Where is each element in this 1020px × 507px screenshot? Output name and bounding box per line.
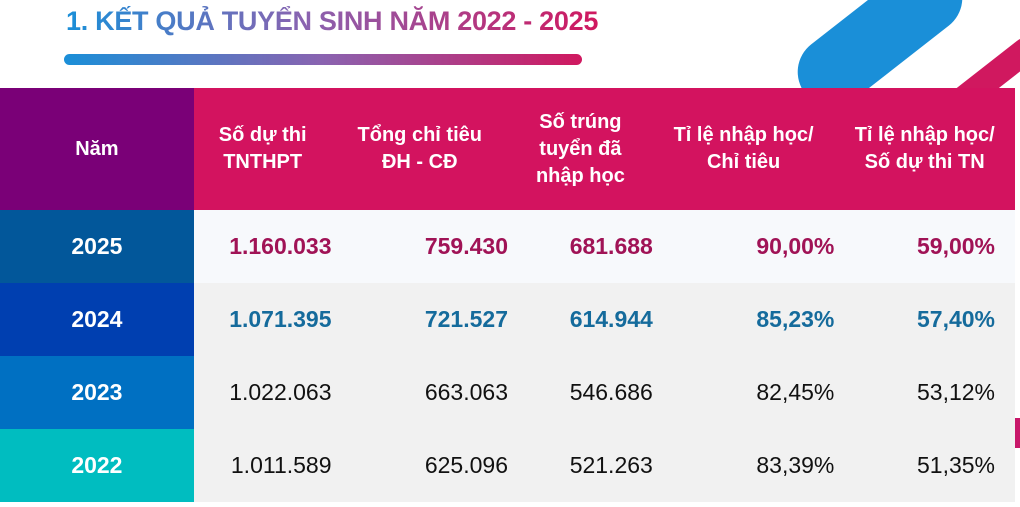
cell-candidates: 1.022.063 — [193, 356, 332, 429]
cell-year: 2024 — [0, 283, 194, 356]
cell-rate-quota: 90,00% — [652, 210, 835, 283]
cell-candidates: 1.011.589 — [193, 429, 332, 502]
admission-results-table: Năm Số dự thi TNTHPT Tổng chỉ tiêu ĐH - … — [0, 88, 1015, 502]
cell-rate-candidates: 57,40% — [834, 283, 1015, 356]
cell-candidates: 1.160.033 — [193, 210, 332, 283]
header-year: Năm — [0, 88, 194, 210]
cell-year: 2023 — [0, 356, 194, 429]
header-enrolled: Số trúng tuyển đã nhập học — [507, 88, 653, 210]
cell-enrolled: 681.688 — [507, 210, 653, 283]
table-row: 2023 1.022.063 663.063 546.686 82,45% 53… — [0, 356, 1015, 429]
decorative-side-mark — [1015, 418, 1020, 448]
table-row: 2024 1.071.395 721.527 614.944 85,23% 57… — [0, 283, 1015, 356]
page-title: 1. KẾT QUẢ TUYỂN SINH NĂM 2022 - 2025 — [66, 6, 599, 36]
title-underline — [64, 54, 582, 65]
cell-candidates: 1.071.395 — [193, 283, 332, 356]
cell-quota: 625.096 — [331, 429, 508, 502]
header-rate-quota: Tỉ lệ nhập học/ Chỉ tiêu — [652, 88, 835, 210]
cell-rate-quota: 83,39% — [652, 429, 835, 502]
cell-rate-candidates: 59,00% — [834, 210, 1015, 283]
cell-rate-quota: 85,23% — [652, 283, 835, 356]
cell-enrolled: 614.944 — [507, 283, 653, 356]
table-row: 2022 1.011.589 625.096 521.263 83,39% 51… — [0, 429, 1015, 502]
cell-rate-candidates: 51,35% — [834, 429, 1015, 502]
cell-quota: 663.063 — [331, 356, 508, 429]
header-candidates: Số dự thi TNTHPT — [193, 88, 332, 210]
cell-enrolled: 521.263 — [507, 429, 653, 502]
cell-quota: 721.527 — [331, 283, 508, 356]
cell-rate-quota: 82,45% — [652, 356, 835, 429]
table-header-row: Năm Số dự thi TNTHPT Tổng chỉ tiêu ĐH - … — [0, 88, 1015, 210]
cell-rate-candidates: 53,12% — [834, 356, 1015, 429]
header-rate-candidates: Tỉ lệ nhập học/ Số dự thi TN — [834, 88, 1015, 210]
table-row: 2025 1.160.033 759.430 681.688 90,00% 59… — [0, 210, 1015, 283]
header-quota: Tổng chỉ tiêu ĐH - CĐ — [331, 88, 508, 210]
cell-quota: 759.430 — [331, 210, 508, 283]
cell-year: 2025 — [0, 210, 194, 283]
cell-year: 2022 — [0, 429, 194, 502]
cell-enrolled: 546.686 — [507, 356, 653, 429]
